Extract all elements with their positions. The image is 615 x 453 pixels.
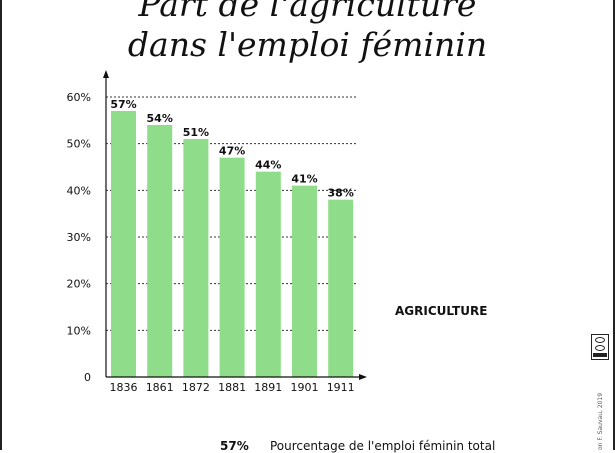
bar-value-label: 54% (147, 112, 173, 125)
x-tick-label: 1836 (110, 381, 138, 394)
y-tick-label: 60% (67, 91, 91, 104)
x-tick-label: 1891 (254, 381, 282, 394)
bar (292, 185, 317, 377)
right-border (613, 0, 615, 450)
footnote-description: Pourcentage de l'emploi féminin total (270, 439, 496, 453)
chart-title-line-1: Part de l'agriculture (138, 0, 477, 24)
x-tick-label: 1872 (182, 381, 210, 394)
y-tick-label: 30% (67, 231, 91, 244)
y-tick-label: 10% (67, 324, 91, 337)
bar (147, 125, 173, 377)
x-tick-label: 1901 (291, 381, 319, 394)
bar-value-label: 57% (110, 98, 136, 111)
bar (255, 171, 281, 377)
x-tick-label: 1911 (327, 381, 355, 394)
bar-value-label: 38% (328, 187, 354, 200)
x-tick-label: 1881 (218, 381, 246, 394)
y-tick-label: 0 (84, 371, 91, 384)
cc-by-nc-sa-icon (591, 334, 609, 360)
bar-value-label: 44% (255, 159, 281, 172)
bar-value-label: 47% (219, 145, 245, 158)
author-credit: on F. Sauvau, 2019 (597, 392, 604, 450)
series-label: AGRICULTURE (395, 304, 488, 318)
chart-title-line-2: dans l'emploi féminin (127, 25, 488, 64)
left-border (0, 0, 2, 450)
bar (219, 157, 245, 377)
x-axis-arrow (359, 374, 367, 380)
x-tick-label: 1861 (146, 381, 174, 394)
bar (328, 199, 354, 377)
y-tick-label: 20% (67, 278, 91, 291)
y-axis-arrow (103, 70, 109, 78)
bar (183, 139, 209, 377)
bar (111, 111, 136, 377)
bar-value-label: 41% (291, 173, 317, 186)
y-tick-label: 40% (67, 184, 91, 197)
y-tick-label: 50% (67, 138, 91, 151)
footnote-value: 57% (220, 439, 249, 453)
bar-value-label: 51% (183, 126, 209, 139)
